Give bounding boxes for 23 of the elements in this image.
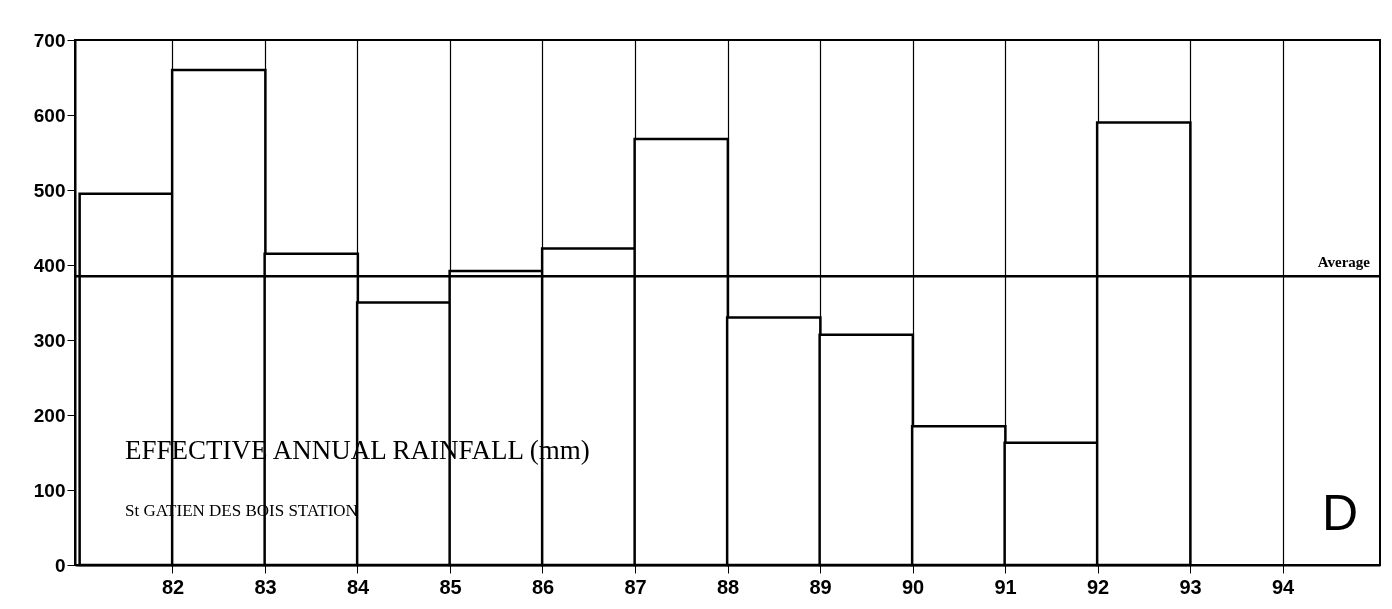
x-tick-label: 86 xyxy=(531,575,555,598)
y-tick-label: 100 xyxy=(33,479,66,501)
x-tick-label: 93 xyxy=(1179,575,1202,598)
y-tick-label: 300 xyxy=(33,329,66,351)
y-tick-label: 400 xyxy=(33,254,66,276)
x-tick-label: 82 xyxy=(161,575,185,598)
x-tick-label: 83 xyxy=(254,575,277,598)
y-tick-label: 0 xyxy=(54,554,66,576)
x-tick-label: 85 xyxy=(439,575,462,598)
annotation: D xyxy=(1321,485,1359,541)
y-tick-label: 200 xyxy=(33,404,66,426)
y-tick-label: 700 xyxy=(33,29,66,51)
x-tick-label: 89 xyxy=(809,575,832,598)
x-tick-label: 88 xyxy=(716,575,740,598)
x-tick-label: 84 xyxy=(346,575,370,598)
x-tick-label: 90 xyxy=(901,575,925,598)
ref-line-label: Average xyxy=(1317,254,1371,271)
x-tick-label: 91 xyxy=(994,575,1017,598)
y-tick-label: 500 xyxy=(33,179,66,201)
x-tick-label: 92 xyxy=(1086,575,1110,598)
x-tick-label: 87 xyxy=(624,575,647,598)
x-tick-label: 94 xyxy=(1271,575,1295,598)
y-tick-label: 600 xyxy=(33,104,66,126)
